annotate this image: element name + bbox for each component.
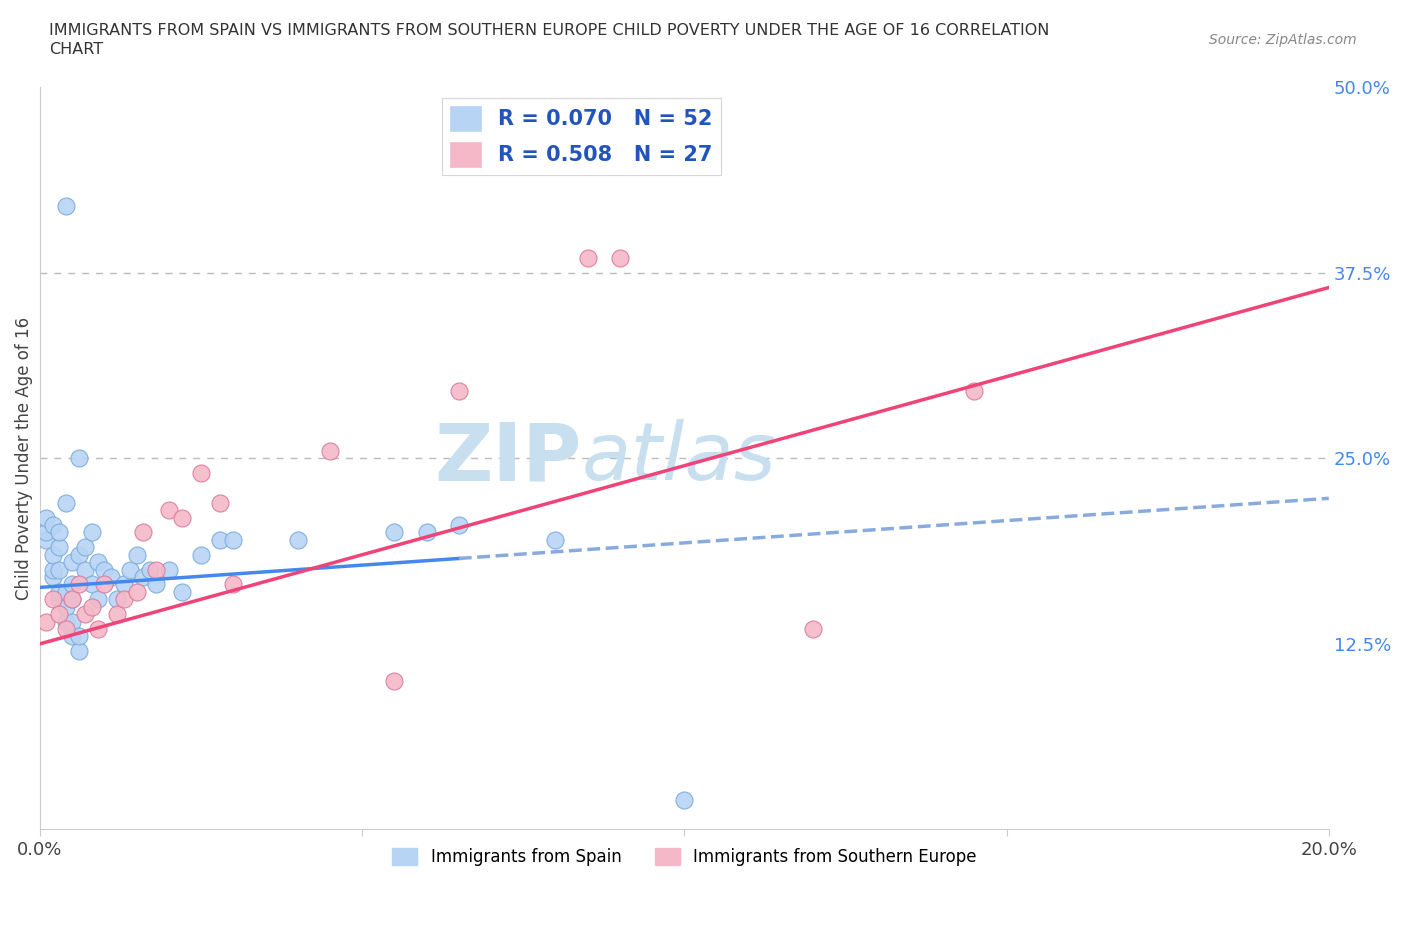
Point — [35, 525, 58, 540]
Point — [67, 451, 90, 466]
Point — [55, 621, 77, 636]
Point — [100, 569, 122, 584]
Point — [48, 591, 70, 606]
Point — [60, 577, 83, 591]
Point — [42, 518, 65, 533]
Point — [125, 548, 148, 563]
Point — [67, 644, 90, 658]
Point — [170, 584, 193, 599]
Point — [125, 584, 148, 599]
Point — [48, 525, 70, 540]
Point — [384, 525, 406, 540]
Legend: R = 0.070   N = 52, R = 0.508   N = 27: R = 0.070 N = 52, R = 0.508 N = 27 — [441, 98, 721, 176]
Point — [42, 548, 65, 563]
Point — [80, 577, 103, 591]
Point — [157, 503, 180, 518]
Point — [55, 599, 77, 614]
Point — [447, 384, 470, 399]
Point — [576, 250, 599, 265]
Point — [48, 562, 70, 577]
Point — [132, 569, 155, 584]
Point — [42, 569, 65, 584]
Point — [801, 621, 824, 636]
Point — [75, 606, 97, 621]
Point — [145, 562, 167, 577]
Point — [93, 562, 115, 577]
Point — [42, 591, 65, 606]
Point — [415, 525, 437, 540]
Point — [35, 614, 58, 629]
Text: CHART: CHART — [49, 42, 103, 57]
Text: ZIP: ZIP — [434, 419, 581, 498]
Point — [145, 577, 167, 591]
Point — [209, 496, 232, 511]
Point — [55, 496, 77, 511]
Point — [157, 562, 180, 577]
Point — [80, 599, 103, 614]
Point — [60, 591, 83, 606]
Point — [105, 591, 128, 606]
Point — [447, 518, 470, 533]
Point — [87, 621, 110, 636]
Point — [132, 525, 155, 540]
Point — [93, 577, 115, 591]
Point — [209, 533, 232, 548]
Point — [544, 533, 567, 548]
Point — [35, 511, 58, 525]
Point — [67, 577, 90, 591]
Point — [319, 444, 342, 458]
Point — [67, 629, 90, 644]
Point — [112, 591, 135, 606]
Y-axis label: Child Poverty Under the Age of 16: Child Poverty Under the Age of 16 — [15, 317, 32, 600]
Point — [80, 525, 103, 540]
Point — [190, 548, 212, 563]
Point — [35, 533, 58, 548]
Point — [673, 792, 696, 807]
Point — [609, 250, 631, 265]
Point — [190, 466, 212, 481]
Point — [60, 614, 83, 629]
Text: IMMIGRANTS FROM SPAIN VS IMMIGRANTS FROM SOUTHERN EUROPE CHILD POVERTY UNDER THE: IMMIGRANTS FROM SPAIN VS IMMIGRANTS FROM… — [49, 23, 1050, 38]
Point — [105, 606, 128, 621]
Text: atlas: atlas — [581, 419, 776, 498]
Point — [55, 584, 77, 599]
Point — [384, 673, 406, 688]
Point — [48, 606, 70, 621]
Point — [963, 384, 986, 399]
Point — [75, 562, 97, 577]
Point — [75, 540, 97, 555]
Point — [60, 591, 83, 606]
Point — [87, 591, 110, 606]
Point — [170, 511, 193, 525]
Point — [222, 577, 245, 591]
Point — [138, 562, 160, 577]
Point — [120, 562, 142, 577]
Point — [87, 554, 110, 569]
Point — [67, 548, 90, 563]
Text: Source: ZipAtlas.com: Source: ZipAtlas.com — [1209, 33, 1357, 46]
Point — [287, 533, 309, 548]
Point — [60, 554, 83, 569]
Point — [48, 540, 70, 555]
Point — [222, 533, 245, 548]
Point — [42, 562, 65, 577]
Point — [55, 198, 77, 213]
Point — [55, 614, 77, 629]
Point — [48, 584, 70, 599]
Point — [60, 629, 83, 644]
Point — [112, 577, 135, 591]
